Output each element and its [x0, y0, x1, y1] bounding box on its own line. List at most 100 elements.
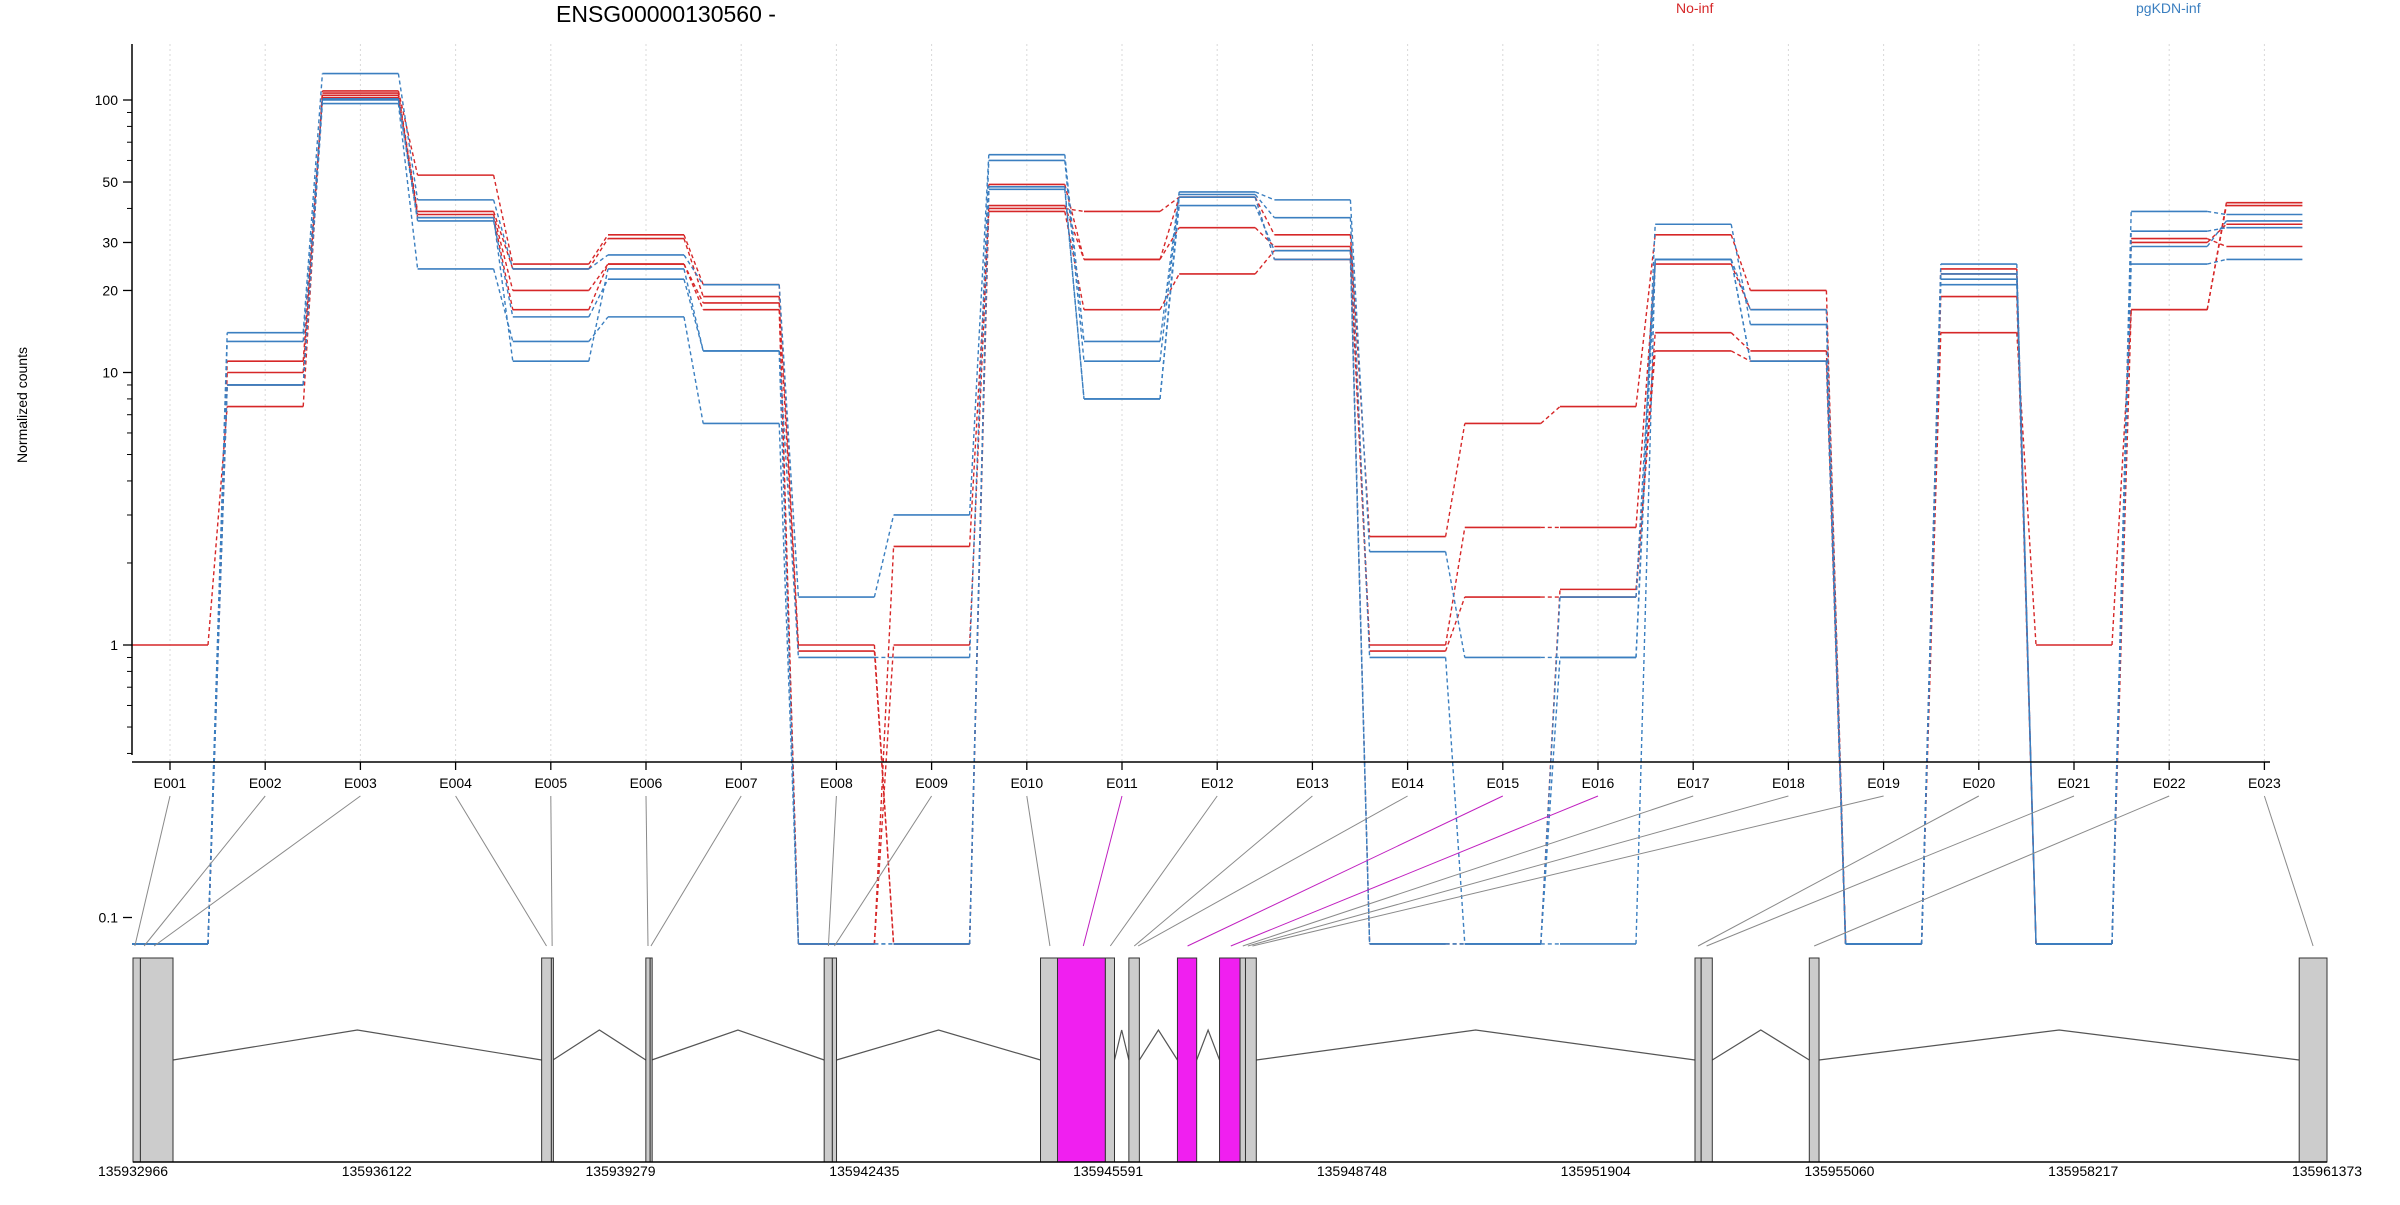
x-tick-label-e014: E014	[1391, 775, 1424, 791]
series-connector	[492, 174, 514, 265]
series-connector	[1825, 290, 1847, 944]
series-connector	[1254, 196, 1276, 260]
series-pgkdn-inf-8	[132, 98, 2303, 945]
connector-e020	[1697, 795, 1980, 947]
intron-line	[1138, 1028, 1178, 1061]
series-connector	[683, 279, 704, 352]
x-tick-label-e013: E013	[1296, 775, 1329, 791]
series-connector	[1920, 264, 1942, 944]
genomic-tick-label: 135961373	[2292, 1163, 2362, 1179]
genomic-tick-label: 135951904	[1561, 1163, 1631, 1179]
series-connector	[492, 217, 514, 310]
x-tick-label-e002: E002	[249, 775, 282, 791]
x-tick-label-e003: E003	[344, 775, 377, 791]
series-connector	[1730, 234, 1752, 291]
series-connector	[1730, 332, 1751, 352]
series-connector	[588, 263, 609, 291]
gene-model: 135932966 135936122 135939279 135942435 1359…	[98, 957, 2362, 1179]
series-connector	[778, 350, 800, 944]
intron-line	[552, 1029, 647, 1061]
intron-line	[1256, 1029, 1696, 1061]
genomic-tick-label: 135936122	[342, 1163, 412, 1179]
series-connector	[1064, 154, 1085, 342]
series-connector	[1254, 191, 1275, 201]
intron-line	[1711, 1029, 1810, 1061]
series-connector	[302, 97, 324, 362]
intron-line	[1113, 1029, 1130, 1061]
series-connector	[2206, 220, 2227, 247]
series-connector	[1730, 259, 1752, 362]
genomic-tick-label: 135942435	[829, 1163, 899, 1179]
series-connector	[2207, 258, 2227, 265]
exon-block	[1808, 957, 1820, 1163]
connector-e009	[834, 795, 933, 947]
y-tick-label: 50	[102, 174, 118, 190]
series-connector	[1064, 205, 1085, 260]
series-connector	[1349, 199, 1371, 552]
x-tick-label-e020: E020	[1962, 775, 1995, 791]
y-tick-label: 100	[95, 92, 119, 108]
series-pgkdn-inf-6	[132, 99, 2303, 945]
series-connector	[1540, 596, 1561, 944]
exon-block	[1128, 957, 1140, 1163]
series-connector	[588, 268, 609, 362]
series-connector	[588, 234, 609, 265]
series-connector	[1254, 196, 1276, 236]
intron-line	[651, 1029, 825, 1061]
series-connector	[1064, 160, 1085, 362]
connector-e008	[827, 795, 837, 947]
series-connector	[588, 254, 609, 270]
series-connector	[873, 514, 895, 598]
y-tick-label: 20	[102, 282, 118, 298]
series-connector	[2016, 284, 2037, 944]
series-connector	[683, 268, 704, 352]
legend-pgkdn-inf: pgKDN-inf	[2136, 0, 2201, 16]
x-tick-label-e006: E006	[630, 775, 663, 791]
series-connector	[968, 160, 990, 658]
connector-e006	[645, 795, 649, 947]
series-connector	[492, 214, 514, 291]
connector-e007	[650, 795, 742, 947]
series-connector	[2207, 210, 2227, 216]
series-connector	[1540, 406, 1561, 425]
series-connector	[1540, 657, 1561, 944]
connector-e005	[550, 795, 553, 947]
series-connector	[207, 384, 228, 944]
series-connector	[2016, 279, 2037, 944]
exon-block	[541, 957, 552, 1163]
connector-e013	[1133, 795, 1313, 947]
series-connector	[1064, 186, 1085, 399]
series-connector	[2111, 264, 2132, 944]
series-connector	[1444, 657, 1466, 944]
series-connector	[1444, 423, 1466, 537]
x-tick-label-e021: E021	[2058, 775, 2091, 791]
series-connector	[1635, 234, 1656, 407]
exon-block	[2298, 957, 2328, 1163]
series-connector	[492, 268, 514, 342]
series-connector	[1730, 263, 1752, 310]
series-connector	[778, 350, 800, 658]
genomic-tick-label: 135945591	[1073, 1163, 1143, 1179]
series-connector	[1349, 259, 1371, 652]
y-tick-label: 30	[102, 234, 118, 250]
exon-block	[139, 957, 174, 1163]
series-connector	[683, 263, 704, 310]
exon-block	[1700, 957, 1713, 1163]
series-connector	[1064, 207, 1085, 213]
x-tick-label-e004: E004	[439, 775, 472, 791]
connector-e019	[1252, 795, 1884, 947]
connector-e016	[1230, 795, 1599, 947]
x-tick-label-e018: E018	[1772, 775, 1805, 791]
connector-e021	[1706, 795, 2075, 947]
genomic-tick-label: 135939279	[586, 1163, 656, 1179]
y-tick-label: 1	[110, 637, 118, 653]
series-connector	[968, 186, 990, 944]
x-tick-label-e017: E017	[1677, 775, 1710, 791]
series-connector	[397, 98, 419, 218]
series-connector	[683, 316, 704, 424]
series-connector	[207, 406, 228, 646]
series-connector	[1730, 224, 1752, 325]
series-connector	[397, 103, 419, 269]
